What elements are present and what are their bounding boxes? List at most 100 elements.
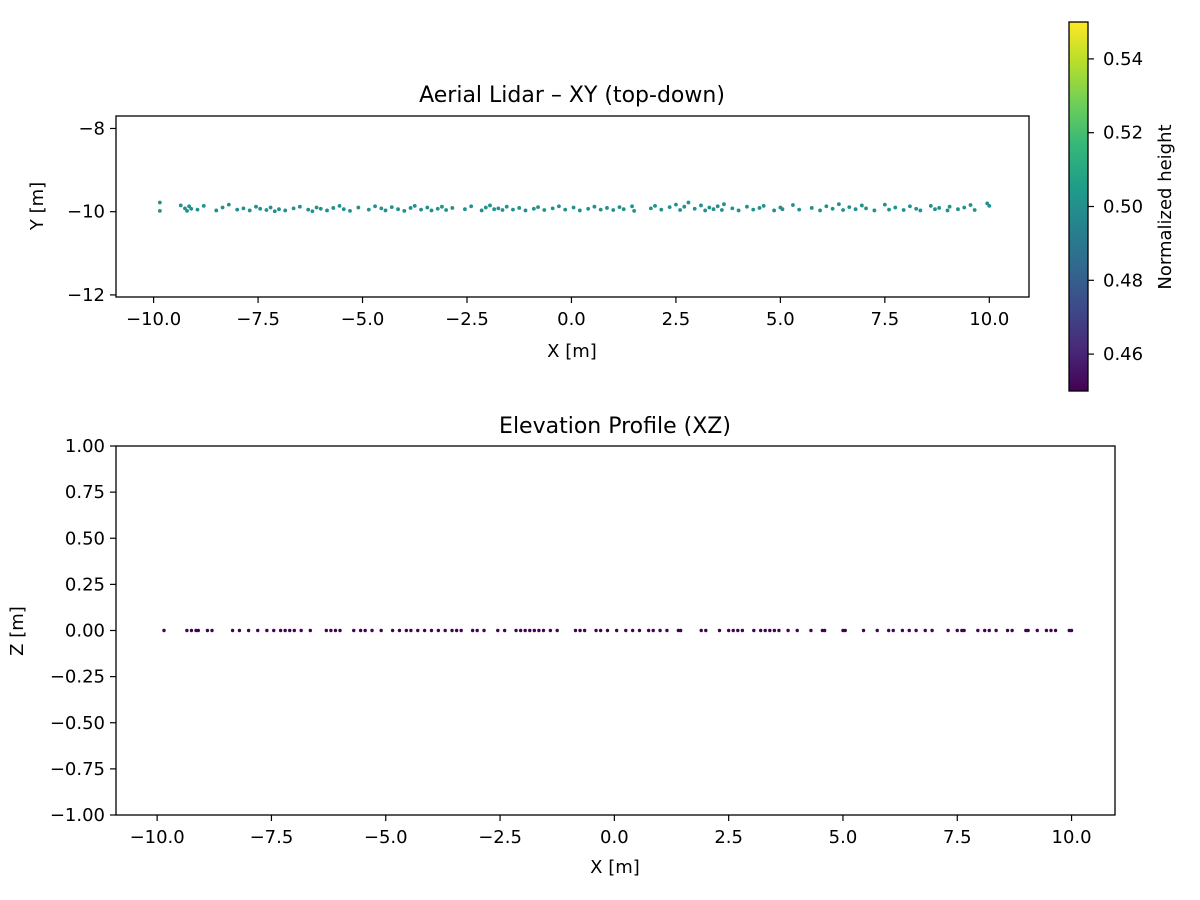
xz-point [397,628,402,633]
xz-point [470,628,475,633]
xz-point [292,628,297,633]
xy-x-tick-label: 0.0 [557,309,586,330]
xy-point [557,204,561,209]
xy-point [653,203,657,208]
xy-point [157,200,162,205]
xy-point [791,203,795,207]
xy-point [985,201,990,206]
xy-point [751,207,756,212]
xz-point [594,628,598,633]
xy-x-tick-label: 5.0 [766,309,795,330]
xz-point [352,628,356,633]
xy-point [517,206,522,210]
xz-point [740,628,745,633]
xz-point [573,628,578,633]
xz-point [475,628,479,633]
xz-point [578,628,582,633]
xy-point [348,208,352,213]
xz-point [409,628,413,633]
xz-point [665,628,669,633]
xz-point [822,628,827,633]
xz-point [246,628,251,633]
xz-point [429,628,434,633]
xy-point [914,206,919,211]
xz-point [404,628,409,633]
xy-point [247,208,252,213]
xy-point [956,207,960,212]
xy-point [450,206,455,210]
xz-point [962,628,966,633]
xy-point [201,203,206,208]
colorbar-tick-label: 0.52 [1103,123,1143,144]
xz-point [416,628,420,633]
xy-point [780,207,785,212]
xy-point [531,206,536,211]
xy-point [901,208,906,212]
xy-point [496,206,501,211]
xz-point [185,628,189,633]
xy-x-tick-label: −10.0 [126,309,181,330]
xz-point [1069,628,1074,633]
xy-point [947,204,952,209]
xz-point [658,628,662,633]
xz-point [329,628,333,633]
xy-y-ticks: −12 −10 −8 [67,118,116,306]
colorbar-ticks: 0.46 0.48 0.50 0.52 0.54 [1088,49,1143,365]
xz-y-tick-label: 0.25 [65,574,105,595]
xy-point [797,207,802,212]
xy-x-tick-label: −5.0 [341,309,385,330]
xz-point [637,628,642,633]
xz-point [598,628,603,633]
xz-point [514,628,518,633]
xz-subplot-title: Elevation Profile (XZ) [499,414,731,439]
xy-point [536,205,540,210]
xy-point [563,207,568,212]
xz-y-tick-label: 1.00 [65,436,105,457]
xz-point [717,628,722,633]
xy-point [736,208,741,213]
xz-point [518,628,523,633]
xy-point [632,208,637,213]
xz-point [843,628,847,633]
xy-point [699,203,703,208]
xz-point [1049,628,1053,633]
xy-point [571,205,576,210]
xy-point [830,206,835,211]
xy-point [268,205,273,210]
xy-point [715,204,720,209]
xy-point [492,207,497,212]
xy-x-axis-label: X [m] [547,341,597,362]
xz-point [651,628,655,633]
xz-point [1010,628,1014,633]
xz-point [278,628,283,633]
xz-y-tick-label: −0.75 [50,759,105,780]
xy-point [396,207,400,212]
xy-point [379,206,384,211]
xy-point [882,202,887,207]
xz-point [450,628,454,633]
xz-point [482,628,486,633]
xz-point [582,628,587,633]
xy-y-axis-label: Y [m] [27,182,48,231]
xz-point [496,628,500,633]
xy-point [586,206,591,211]
xz-x-tick-label: −10.0 [130,827,185,848]
xy-point [366,207,371,212]
xz-point [630,628,635,633]
xz-point [436,628,441,633]
xy-point [187,204,192,209]
xy-point [310,209,315,214]
xz-points [162,628,1074,633]
xz-point [230,628,235,633]
xy-point [331,206,336,210]
xy-point [389,205,394,210]
xz-point [646,628,651,633]
xy-point [772,208,777,213]
xz-point [886,628,891,633]
xz-point [946,628,950,633]
xy-point [711,207,716,212]
xz-point [443,628,447,633]
xz-point [196,628,200,633]
xy-point [429,208,434,213]
xy-point [157,208,162,213]
